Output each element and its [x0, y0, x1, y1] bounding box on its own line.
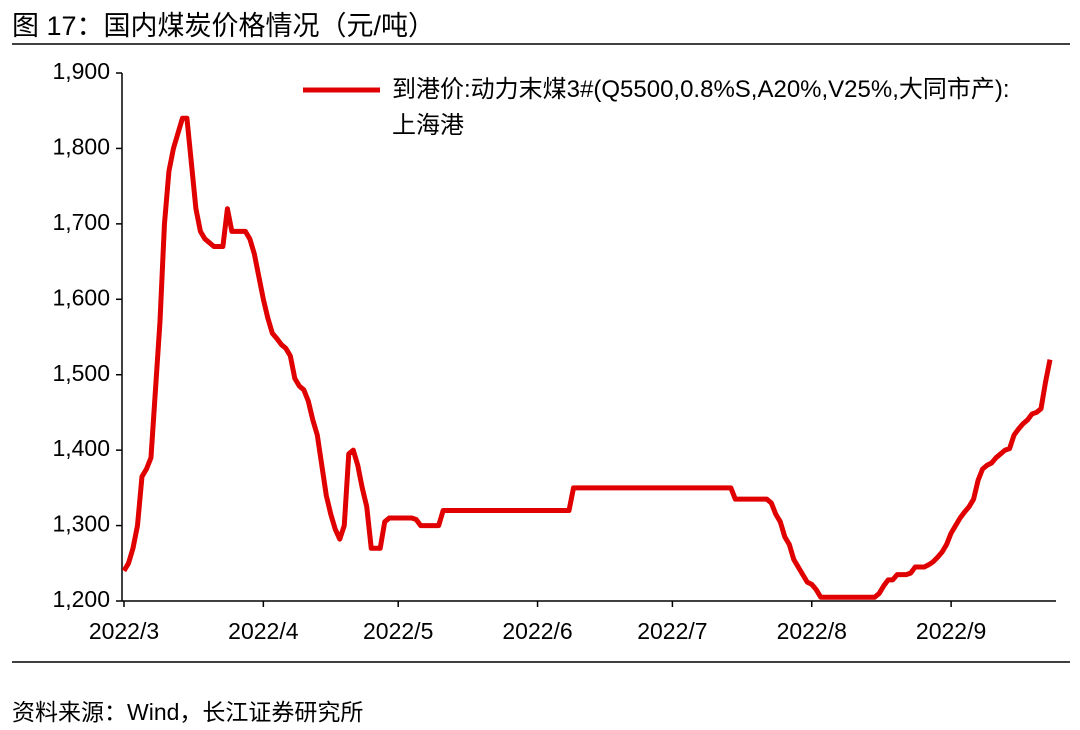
x-tick-label: 2022/6 — [502, 618, 572, 644]
y-tick-label: 1,600 — [52, 284, 110, 310]
y-tick-label: 1,700 — [52, 209, 110, 235]
legend-label: 到港价:动力末煤3#(Q5500,0.8%S,A20%,V25%,大同市产):上… — [392, 76, 1010, 139]
y-tick-label: 1,300 — [52, 511, 110, 537]
y-tick-label: 1,800 — [52, 134, 110, 160]
x-tick-label: 2022/7 — [637, 618, 707, 644]
x-tick-label: 2022/8 — [777, 618, 847, 644]
title: 图 17：国内煤炭价格情况（元/吨） — [12, 11, 436, 41]
source: 资料来源：Wind，长江证券研究所 — [12, 699, 364, 725]
x-tick-label: 2022/4 — [228, 618, 299, 644]
x-tick-label: 2022/3 — [89, 618, 159, 644]
y-tick-label: 1,900 — [52, 58, 110, 84]
series-line — [121, 115, 1053, 600]
y-tick-label: 1,500 — [52, 360, 110, 386]
y-tick-label: 1,200 — [52, 586, 110, 612]
x-tick-label: 2022/5 — [363, 618, 433, 644]
x-tick-label: 2022/9 — [916, 618, 986, 644]
y-tick-label: 1,400 — [52, 435, 110, 461]
